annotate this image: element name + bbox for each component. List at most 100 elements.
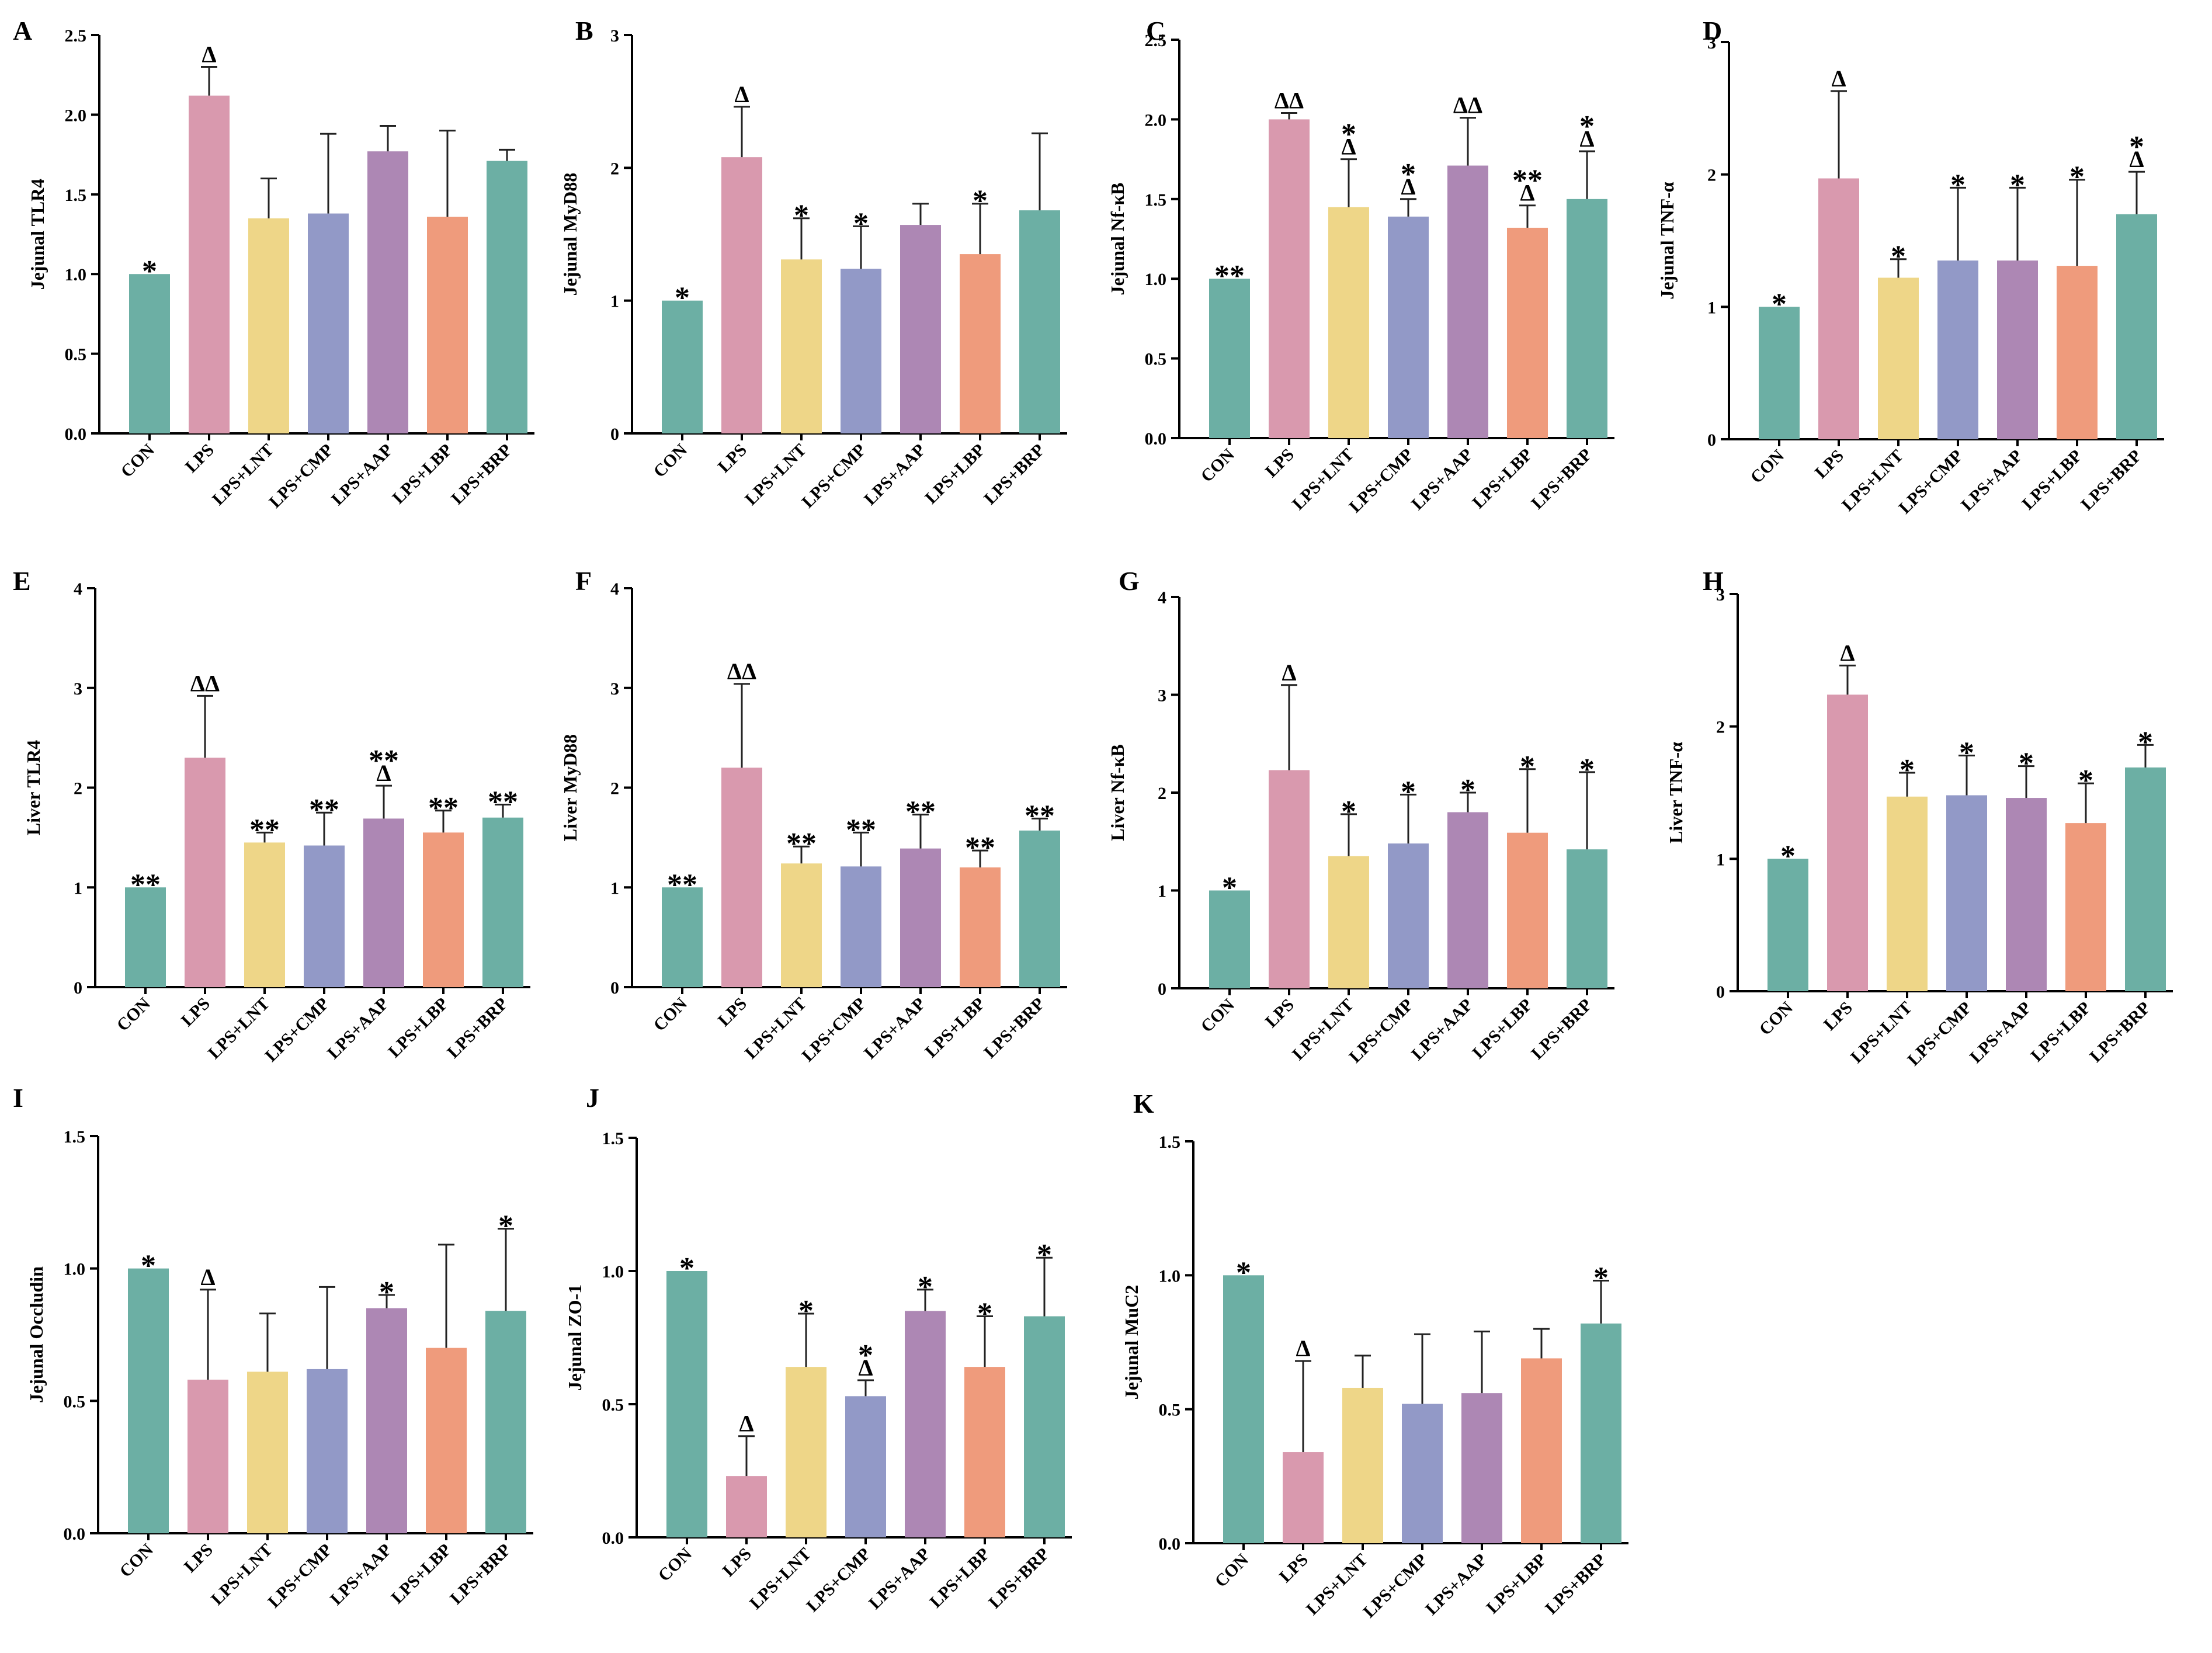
x-tick-label: CON — [654, 1544, 696, 1585]
significance-label: ** — [369, 744, 399, 777]
significance-label: * — [1037, 1238, 1052, 1272]
bar — [247, 1371, 288, 1533]
bar — [1024, 1316, 1065, 1537]
bar — [1827, 694, 1868, 991]
x-tick-label: CON — [1197, 995, 1238, 1036]
y-tick-label: 2 — [610, 779, 619, 798]
significance-label: * — [1520, 750, 1535, 783]
y-tick-label: 1.0 — [64, 1260, 86, 1279]
x-tick-label: LPS+LBP — [387, 1540, 455, 1608]
y-tick-label: 0 — [74, 978, 82, 998]
bar — [2065, 823, 2106, 991]
significance-label: * — [1950, 168, 1966, 202]
bar — [2057, 266, 2098, 439]
significance-label: ΔΔ — [727, 658, 756, 685]
bar — [905, 1311, 946, 1537]
bar — [1447, 812, 1488, 988]
panel-I: I Jejunal Occludin 0.0 0.5 1.0 1.5 CON * LPS Δ LPS… — [13, 1083, 533, 1612]
significance-label: ** — [309, 793, 339, 826]
bar — [1283, 1452, 1324, 1543]
y-axis-label: Jejunal ZO-1 — [564, 1284, 585, 1391]
significance-label: * — [2010, 168, 2025, 202]
panel-label: A — [13, 16, 32, 46]
x-tick-label: LPS+BRP — [1527, 445, 1596, 513]
bar — [900, 848, 941, 987]
bar — [900, 225, 941, 433]
bar — [367, 151, 408, 433]
bar — [307, 1369, 348, 1533]
x-tick-label: LPS+BRP — [980, 994, 1048, 1062]
panel-label: J — [586, 1083, 599, 1113]
y-tick-label: 0.5 — [1159, 1401, 1181, 1420]
significance-label: * — [853, 207, 869, 240]
y-tick-label: 1 — [1707, 298, 1716, 317]
y-tick-label: 1 — [1158, 882, 1166, 901]
bar — [1402, 1404, 1443, 1543]
x-tick-label: LPS+AAP — [324, 994, 393, 1063]
x-tick-label: CON — [1746, 446, 1788, 487]
y-axis-label: Jejunal TNF-α — [1657, 182, 1678, 299]
significance-label: * — [2078, 764, 2093, 797]
x-tick-label: LPS+LBP — [1468, 995, 1536, 1063]
bar — [841, 269, 881, 433]
y-tick-label: 2 — [74, 779, 82, 798]
bar — [308, 213, 349, 433]
y-tick-label: 0.0 — [65, 425, 87, 444]
x-tick-label: LPS+CMP — [798, 994, 870, 1066]
significance-label: * — [1222, 871, 1237, 905]
panel-label: K — [1133, 1089, 1154, 1119]
x-tick-label: LPS+BRP — [985, 1544, 1053, 1613]
y-tick-label: 1.0 — [65, 265, 87, 284]
x-tick-label: LPS+CMP — [1345, 995, 1417, 1067]
significance-label: Δ — [200, 1264, 215, 1290]
significance-label: Δ — [1282, 659, 1296, 686]
bar — [1759, 307, 1800, 439]
bar — [244, 842, 285, 987]
y-tick-label: 0.5 — [64, 1392, 86, 1411]
x-tick-label: LPS+BRP — [2077, 446, 2145, 515]
bar — [721, 157, 762, 433]
x-tick-label: LPS+CMP — [1359, 1550, 1431, 1622]
bar — [662, 887, 703, 987]
x-tick-label: LPS+AAP — [860, 440, 929, 509]
significance-label: * — [379, 1276, 394, 1309]
bar — [1937, 261, 1978, 439]
significance-label: ** — [1512, 164, 1543, 197]
y-tick-label: 1.0 — [602, 1262, 624, 1282]
x-tick-label: LPS+AAP — [327, 1540, 395, 1609]
x-tick-label: LPS+AAP — [1957, 446, 2026, 515]
bar — [1818, 178, 1859, 439]
bar — [1507, 832, 1548, 988]
significance-label: ** — [965, 831, 995, 864]
significance-label: * — [675, 282, 690, 315]
significance-label: ** — [905, 796, 936, 829]
y-axis-label: Liver TNF-α — [1665, 742, 1686, 843]
significance-label: * — [498, 1210, 513, 1243]
significance-label: * — [1341, 795, 1356, 828]
y-tick-label: 0.0 — [64, 1524, 86, 1544]
significance-label: Δ — [858, 1355, 873, 1381]
x-tick-label: LPS+LBP — [2027, 998, 2095, 1066]
y-tick-label: 2.5 — [1145, 31, 1167, 50]
significance-label: * — [794, 199, 809, 232]
y-axis-label: Jejunal Occludin — [26, 1266, 47, 1403]
x-tick-label: LPS+BRP — [447, 440, 516, 509]
bar — [485, 1311, 526, 1533]
x-tick-label: LPS+CMP — [1895, 446, 1967, 518]
significance-label: Δ — [2129, 146, 2144, 172]
y-tick-label: 3 — [74, 679, 82, 699]
y-axis-label: Liver MyD88 — [560, 734, 581, 841]
bar — [845, 1396, 886, 1537]
y-tick-label: 1.5 — [65, 186, 87, 205]
x-tick-label: CON — [1197, 444, 1238, 486]
bar — [1209, 890, 1250, 988]
x-tick-label: LPS — [178, 994, 214, 1030]
bar — [1567, 199, 1607, 438]
significance-label: * — [1891, 240, 1906, 273]
significance-label: ** — [667, 868, 697, 901]
x-tick-label: LPS — [719, 1544, 755, 1581]
significance-label: ** — [1214, 259, 1245, 293]
